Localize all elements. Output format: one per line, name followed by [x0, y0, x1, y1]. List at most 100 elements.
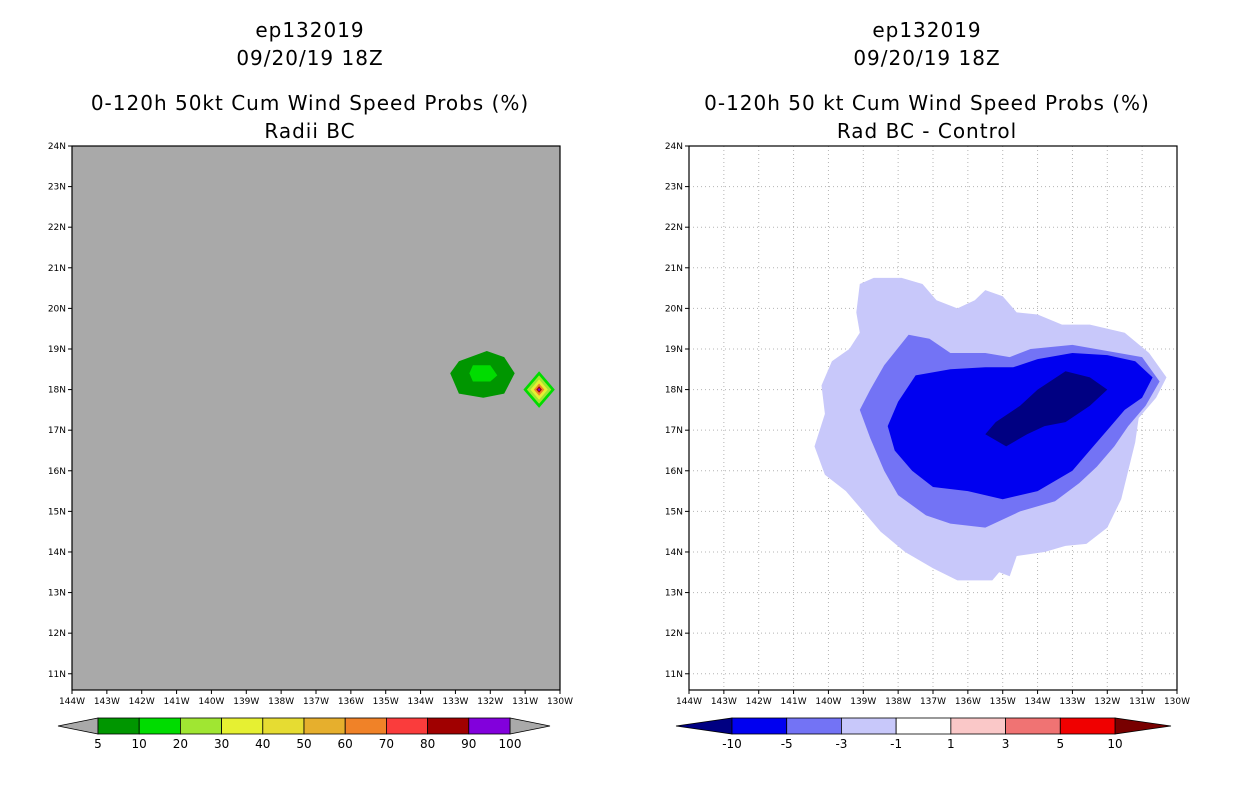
- right-x-tick-label: 144W: [676, 697, 702, 707]
- right-x-tick-label: 131W: [1129, 697, 1155, 707]
- right-x-tick-label: 134W: [1025, 697, 1051, 707]
- right-x-tick-label: 133W: [1059, 697, 1085, 707]
- left-title: 0-120h 50kt Cum Wind Speed Probs (%): [90, 91, 530, 115]
- left-panel: 144W 143W 142W 141W 140W 139W 138W 137W 136W 135W…: [48, 142, 573, 751]
- right-colorbar-segment: [1059, 717, 1116, 735]
- left-colorbar-label: 10: [132, 737, 147, 751]
- left-y-tick-label: 21N: [48, 264, 66, 274]
- right-y-tick-label: 14N: [665, 548, 683, 558]
- left-y-tick-label: 18N: [48, 386, 66, 396]
- left-x-tick-label: 141W: [164, 697, 190, 707]
- left-storm-id: ep132019: [255, 18, 365, 42]
- left-colorbar-label: 60: [338, 737, 353, 751]
- right-x-tick-label: 142W: [746, 697, 772, 707]
- left-x-tick-label: 134W: [408, 697, 434, 707]
- right-y-tick-label: 19N: [665, 345, 683, 355]
- right-x-tick-label: 132W: [1094, 697, 1120, 707]
- left-colorbar-label: 90: [461, 737, 476, 751]
- right-colorbar-segment: [841, 717, 897, 735]
- left-y-tick-label: 17N: [48, 426, 66, 436]
- left-y-tick-label: 14N: [48, 548, 66, 558]
- left-colorbar-label: 40: [255, 737, 270, 751]
- left-y-tick-label: 23N: [48, 183, 66, 193]
- left-x-tick-label: 144W: [59, 697, 85, 707]
- right-datetime: 09/20/19 18Z: [853, 46, 1001, 70]
- right-x-tick-label: 138W: [885, 697, 911, 707]
- left-colorbar-segment: [344, 717, 387, 735]
- right-y-tick-label: 24N: [665, 142, 683, 152]
- left-contour-10-1: [469, 365, 498, 382]
- left-colorbar-segment: [468, 717, 511, 735]
- right-y-tick-label: 16N: [665, 467, 683, 477]
- left-colorbar-segment: [138, 717, 181, 735]
- left-plot-area: [72, 146, 560, 690]
- left-y-tick-label: 19N: [48, 345, 66, 355]
- right-colorbar-low-arrow: [675, 717, 733, 735]
- right-colorbar-segment: [895, 717, 952, 735]
- right-colorbar-label: 3: [1002, 737, 1010, 751]
- right-colorbar-high-arrow: [1114, 717, 1172, 735]
- right-colorbar-label: -10: [722, 737, 742, 751]
- right-colorbar-label: -1: [890, 737, 902, 751]
- left-colorbar-segment: [262, 717, 305, 735]
- left-x-tick-label: 140W: [198, 697, 224, 707]
- right-colorbar-label: -3: [835, 737, 847, 751]
- left-colorbar-label: 80: [420, 737, 435, 751]
- right-colorbar-label: -5: [781, 737, 793, 751]
- right-colorbar-label: 10: [1107, 737, 1122, 751]
- right-y-tick-label: 11N: [665, 670, 683, 680]
- right-x-tick-label: 143W: [711, 697, 737, 707]
- right-y-tick-label: 22N: [665, 223, 683, 233]
- left-x-tick-label: 135W: [373, 697, 399, 707]
- left-colorbar-low-arrow: [57, 717, 99, 735]
- right-y-tick-label: 15N: [665, 507, 683, 517]
- left-colorbar-high-arrow: [509, 717, 551, 735]
- right-y-tick-label: 21N: [665, 264, 683, 274]
- left-x-tick-label: 136W: [338, 697, 364, 707]
- right-x-tick-label: 135W: [990, 697, 1016, 707]
- left-x-tick-label: 133W: [442, 697, 468, 707]
- left-colorbar-label: 20: [173, 737, 188, 751]
- right-storm-id: ep132019: [872, 18, 982, 42]
- right-title: 0-120h 50 kt Cum Wind Speed Probs (%): [704, 91, 1150, 115]
- left-y-tick-label: 11N: [48, 670, 66, 680]
- right-x-tick-label: 141W: [781, 697, 807, 707]
- left-x-tick-label: 131W: [512, 697, 538, 707]
- right-colorbar-segment: [950, 717, 1006, 735]
- right-x-tick-label: 137W: [920, 697, 946, 707]
- right-x-tick-label: 136W: [955, 697, 981, 707]
- left-contour-90-7: [537, 388, 541, 392]
- left-colorbar-label: 70: [379, 737, 394, 751]
- right-x-tick-label: 139W: [850, 697, 876, 707]
- left-y-tick-label: 13N: [48, 589, 66, 599]
- right-subtitle: Rad BC - Control: [836, 119, 1018, 143]
- left-subtitle: Radii BC: [264, 119, 356, 143]
- right-panel: 144W 143W 142W 141W 140W 139W 138W 137W 136W 135W…: [665, 142, 1190, 751]
- left-y-tick-label: 16N: [48, 467, 66, 477]
- left-colorbar-label: 100: [499, 737, 522, 751]
- left-colorbar-segment: [427, 717, 470, 735]
- left-y-tick-label: 24N: [48, 142, 66, 152]
- left-x-tick-label: 139W: [233, 697, 259, 707]
- left-colorbar-label: 30: [214, 737, 229, 751]
- left-x-tick-label: 130W: [547, 697, 573, 707]
- right-x-tick-label: 140W: [815, 697, 841, 707]
- right-y-tick-label: 18N: [665, 386, 683, 396]
- left-colorbar-segment: [303, 717, 346, 735]
- left-colorbar-segment: [385, 717, 428, 735]
- left-x-tick-label: 132W: [477, 697, 503, 707]
- left-x-tick-label: 142W: [129, 697, 155, 707]
- right-colorbar-label: 1: [947, 737, 955, 751]
- left-x-tick-label: 143W: [94, 697, 120, 707]
- right-y-tick-label: 12N: [665, 629, 683, 639]
- right-x-tick-label: 130W: [1164, 697, 1190, 707]
- left-colorbar-segment: [179, 717, 222, 735]
- left-colorbar-label: 50: [296, 737, 311, 751]
- left-y-tick-label: 15N: [48, 507, 66, 517]
- left-colorbar-segment: [221, 717, 264, 735]
- left-datetime: 09/20/19 18Z: [236, 46, 384, 70]
- right-y-tick-label: 13N: [665, 589, 683, 599]
- left-x-tick-label: 137W: [303, 697, 329, 707]
- left-y-tick-label: 12N: [48, 629, 66, 639]
